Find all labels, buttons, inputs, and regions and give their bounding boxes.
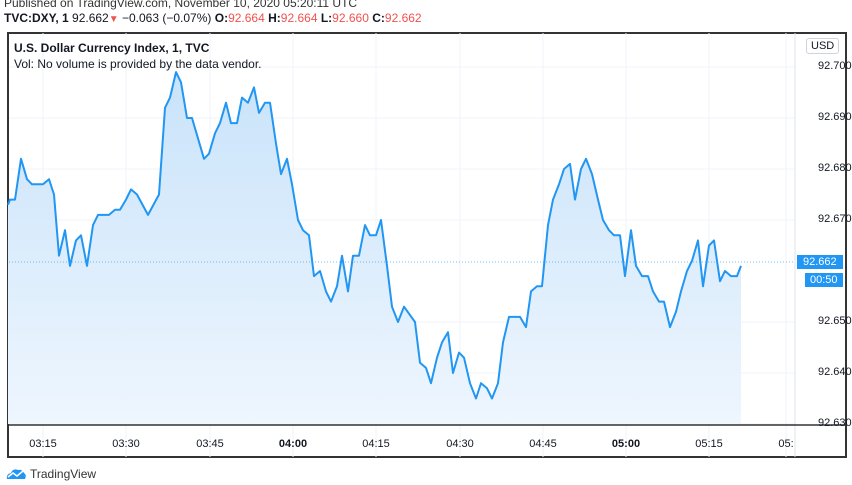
published-note: Published on TradingView.com, November 1…: [4, 0, 358, 10]
triangle-down-icon: ▼: [108, 14, 119, 25]
price-tick-label: 92.630: [818, 417, 852, 429]
ticker-line: TVC:DXY, 1 92.662▼ −0.063 (−0.07%) O:92.…: [4, 11, 422, 25]
brand-name: TradingView: [30, 467, 97, 481]
countdown-tag: 00:50: [805, 273, 843, 287]
open-value: 92.664: [228, 11, 265, 25]
price-tick-label: 92.680: [818, 162, 852, 174]
time-tick-label: 05:00: [611, 438, 641, 450]
time-tick-label: 04:45: [529, 438, 557, 450]
open-label: O:: [214, 11, 229, 25]
close-label: C:: [372, 11, 385, 25]
cloud-chart-icon: [6, 469, 26, 479]
time-tick-label: 03:30: [112, 438, 140, 450]
low-label: L:: [320, 11, 333, 25]
currency-button[interactable]: USD: [806, 38, 840, 54]
price-tick-label: 92.700: [818, 60, 852, 72]
tradingview-logo[interactable]: TradingView: [5, 467, 96, 481]
symbol: TVC:DXY, 1: [4, 11, 69, 25]
time-tick-label: 04:30: [446, 438, 474, 450]
high-value: 92.664: [280, 11, 318, 25]
price-tick-label: 92.690: [818, 111, 852, 123]
price-tick-label: 92.670: [818, 213, 852, 225]
time-tick-label: 05:: [778, 438, 794, 450]
time-tick-label: 04:00: [278, 438, 308, 450]
chart-title: U.S. Dollar Currency Index, 1, TVC: [14, 41, 210, 55]
time-tick-label: 05:15: [695, 438, 723, 450]
volume-note: Vol: No volume is provided by the data v…: [14, 57, 262, 71]
high-label: H:: [268, 11, 281, 25]
time-tick-label: 04:15: [362, 438, 390, 450]
last-price: 92.662: [72, 11, 109, 25]
time-tick-label: 03:15: [29, 438, 57, 450]
price-tick-label: 92.640: [818, 366, 852, 378]
last-price-tag: 92.662: [797, 255, 843, 269]
price-change: −0.063 (−0.07%): [121, 11, 212, 25]
low-value: 92.660: [332, 11, 369, 25]
close-value: 92.662: [384, 11, 422, 25]
price-area: [8, 72, 741, 424]
price-line: [7, 71, 742, 400]
price-tick-label: 92.650: [818, 315, 852, 327]
time-tick-label: 03:45: [196, 438, 224, 450]
